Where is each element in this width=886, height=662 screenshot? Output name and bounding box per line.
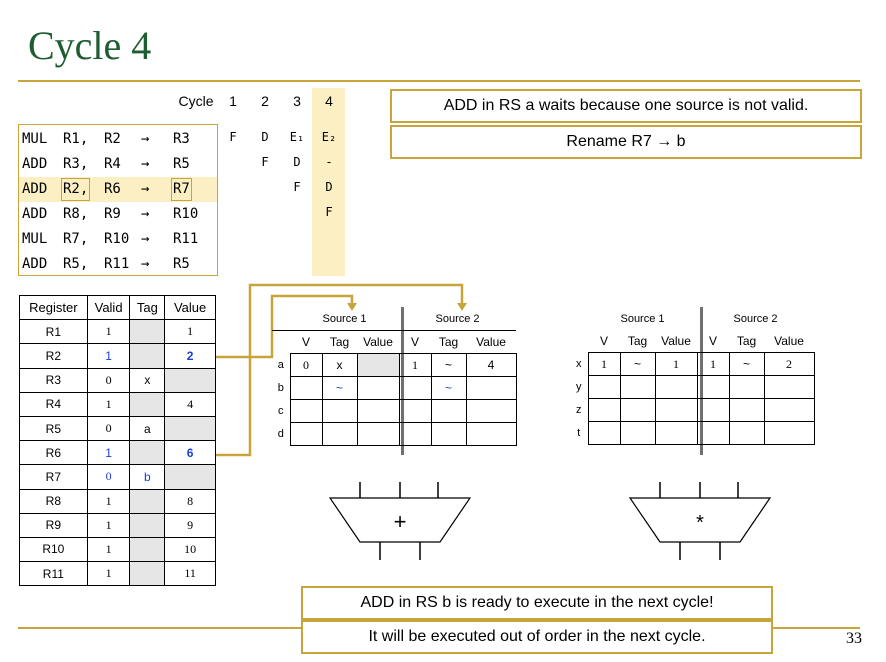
rs-entry-y: y bbox=[570, 375, 815, 399]
stage-cell: E₁ bbox=[289, 130, 305, 144]
stage-cell: D bbox=[325, 180, 333, 194]
top-rule bbox=[18, 80, 860, 82]
stage-cell: F bbox=[229, 130, 237, 144]
register-row: R10 1 10 bbox=[19, 536, 216, 563]
rs-entry-c: c bbox=[272, 399, 517, 423]
instruction-row: ADD R8, R9 → R10 bbox=[22, 206, 199, 222]
multiplier-symbol: * bbox=[696, 512, 704, 534]
cycle-number: 2 bbox=[261, 93, 269, 109]
register-row: R5 0 a bbox=[19, 415, 216, 442]
cycle-number: 4 bbox=[325, 93, 333, 109]
slide-title: Cycle 4 bbox=[28, 23, 152, 68]
stage-cell: F bbox=[325, 205, 333, 219]
page-number: 33 bbox=[846, 630, 862, 647]
adder-unit bbox=[328, 482, 472, 560]
rs-add-table: Source 1 Source 2 V Tag Value V Tag Value a … bbox=[272, 308, 517, 446]
multiplier-unit bbox=[628, 482, 772, 560]
adder-symbol: + bbox=[393, 509, 407, 534]
source2-label: Source 2 bbox=[435, 313, 480, 325]
register-file-table: Register Valid Tag Value R1 1 1 R2 1 2 R3 0 x … bbox=[19, 294, 216, 587]
stage-cell: D bbox=[293, 155, 301, 169]
source1-label: Source 1 bbox=[620, 313, 665, 325]
rs-entry-d: d bbox=[272, 422, 517, 446]
register-row: R11 1 11 bbox=[19, 561, 216, 587]
cycle-number: 3 bbox=[293, 93, 301, 109]
source1-label: Source 1 bbox=[322, 313, 367, 325]
stage-cell: F bbox=[293, 180, 301, 194]
register-row: R9 1 9 bbox=[19, 512, 216, 538]
stage-cell: E₂ bbox=[321, 130, 337, 144]
rs-entry-z: z bbox=[570, 398, 815, 422]
rs-entry-b: b ~ ~ bbox=[272, 376, 517, 400]
note-out-of-order: It will be executed out of order in the … bbox=[301, 620, 773, 654]
register-row: R3 0 x bbox=[19, 367, 216, 393]
instruction-row-highlighted: ADD R2, R6 → R7 bbox=[19, 177, 217, 202]
note-rs-a-waits: ADD in RS a waits because one source is … bbox=[390, 89, 862, 123]
note-rename: Rename R7 → b bbox=[390, 125, 862, 159]
source2-label: Source 2 bbox=[733, 313, 778, 325]
stage-cell: - bbox=[325, 155, 333, 169]
instruction-row: MUL R1, R2 → R3 bbox=[22, 131, 190, 147]
stage-cell: D bbox=[261, 130, 269, 144]
cycle-number: 1 bbox=[229, 93, 237, 109]
current-cycle-highlight bbox=[312, 88, 345, 276]
note-rs-b-ready: ADD in RS b is ready to execute in the n… bbox=[301, 586, 773, 620]
instruction-row: MUL R7, R10 → R11 bbox=[22, 231, 199, 247]
stage-cell: F bbox=[261, 155, 269, 169]
instruction-list: MUL R1, R2 → R3 ADD R3, R4 → R5 ADD R2, … bbox=[18, 124, 218, 276]
rs-mul-table: Source 1 Source 2 V Tag Value V Tag Value x … bbox=[570, 308, 815, 445]
instruction-row: ADD R5, R11 → R5 bbox=[22, 256, 190, 272]
instruction-row: ADD R3, R4 → R5 bbox=[22, 156, 190, 172]
register-row: R4 1 4 bbox=[19, 391, 216, 417]
rs-entry-x: x 1 ~1 1 ~2 bbox=[570, 352, 815, 376]
cycle-label: Cycle bbox=[178, 93, 214, 109]
register-row: R1 1 1 bbox=[19, 319, 216, 345]
rs-entry-t: t bbox=[570, 421, 815, 445]
